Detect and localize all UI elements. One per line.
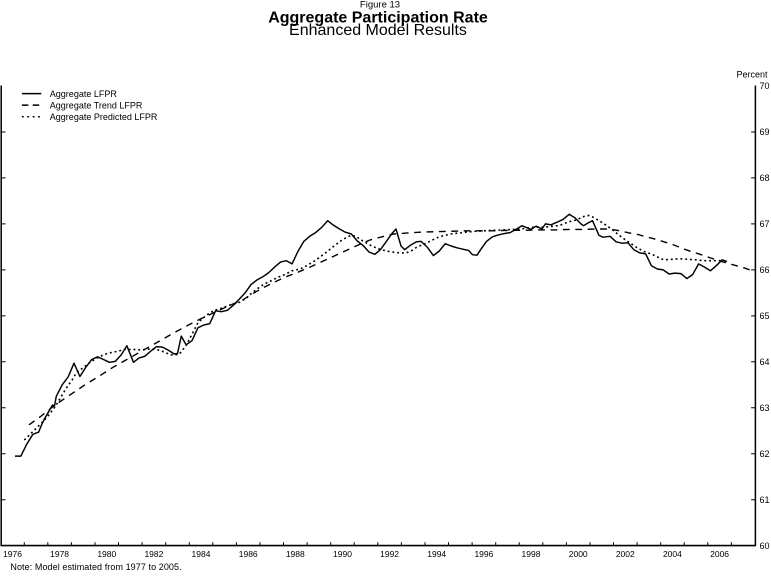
svg-text:1990: 1990	[333, 549, 352, 559]
svg-text:Figure 13: Figure 13	[360, 0, 400, 11]
svg-text:Enhanced Model Results: Enhanced Model Results	[289, 22, 467, 39]
svg-text:1998: 1998	[522, 549, 541, 559]
svg-text:1986: 1986	[239, 549, 258, 559]
svg-text:Percent: Percent	[736, 70, 768, 80]
svg-text:1992: 1992	[380, 549, 399, 559]
svg-text:63: 63	[760, 403, 770, 413]
svg-text:Note: Model estimated from 197: Note: Model estimated from 1977 to 2005.	[10, 562, 181, 572]
svg-text:1980: 1980	[97, 549, 116, 559]
svg-text:1994: 1994	[427, 549, 446, 559]
svg-text:65: 65	[760, 311, 770, 321]
svg-text:62: 62	[760, 449, 770, 459]
svg-text:70: 70	[760, 81, 770, 91]
svg-text:2006: 2006	[710, 549, 729, 559]
svg-text:64: 64	[760, 357, 770, 367]
svg-text:1982: 1982	[144, 549, 163, 559]
svg-text:Aggregate LFPR: Aggregate LFPR	[50, 89, 118, 99]
svg-text:Aggregate Trend LFPR: Aggregate Trend LFPR	[50, 100, 143, 110]
svg-text:60: 60	[760, 541, 770, 551]
svg-text:1996: 1996	[474, 549, 493, 559]
svg-text:2004: 2004	[663, 549, 682, 559]
svg-text:68: 68	[760, 173, 770, 183]
svg-text:66: 66	[760, 265, 770, 275]
svg-text:61: 61	[760, 495, 770, 505]
svg-text:Aggregate Participation Rate: Aggregate Participation Rate	[268, 10, 488, 27]
svg-text:69: 69	[760, 127, 770, 137]
svg-text:2002: 2002	[616, 549, 635, 559]
svg-text:1988: 1988	[286, 549, 305, 559]
svg-text:1978: 1978	[50, 549, 69, 559]
svg-text:67: 67	[760, 219, 770, 229]
svg-text:2000: 2000	[569, 549, 588, 559]
svg-text:Aggregate Predicted LFPR: Aggregate Predicted LFPR	[50, 112, 158, 122]
svg-text:1976: 1976	[3, 549, 22, 559]
svg-text:1984: 1984	[192, 549, 211, 559]
